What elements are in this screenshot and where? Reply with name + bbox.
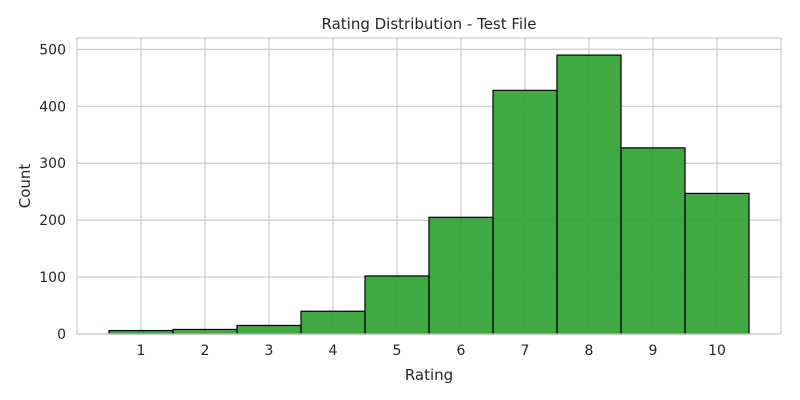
bar-rating-10 (684, 192, 750, 335)
bar-rating-4 (300, 310, 366, 335)
histogram-bars (108, 54, 750, 335)
plot-frame (76, 37, 782, 335)
x-tick-label: 6 (457, 343, 466, 359)
x-tick-label: 5 (393, 343, 402, 359)
x-tick-label: 4 (329, 343, 338, 359)
bar-rating-8 (556, 54, 622, 335)
bar-rating-2 (172, 328, 238, 335)
y-tick-label: 200 (39, 213, 66, 229)
bar-rating-5 (364, 275, 430, 335)
x-tick-label: 8 (585, 343, 594, 359)
y-axis-label: Count (16, 164, 34, 209)
bar-rating-3 (236, 324, 302, 335)
bar-rating-6 (428, 216, 494, 335)
x-tick-label: 10 (708, 343, 726, 359)
y-tick-label: 0 (57, 327, 66, 343)
x-tick-label: 9 (649, 343, 658, 359)
x-axis-label: Rating (405, 366, 453, 384)
bar-rating-9 (620, 147, 686, 335)
y-tick-label: 400 (39, 99, 66, 115)
x-tick-label: 1 (137, 343, 146, 359)
x-tick-label: 2 (201, 343, 210, 359)
y-tick-label: 300 (39, 156, 66, 172)
y-tick-label: 500 (39, 42, 66, 58)
chart-title: Rating Distribution - Test File (322, 15, 537, 33)
bar-rating-7 (492, 89, 558, 335)
y-tick-label: 100 (39, 270, 66, 286)
x-tick-label: 7 (521, 343, 530, 359)
x-tick-label: 3 (265, 343, 274, 359)
